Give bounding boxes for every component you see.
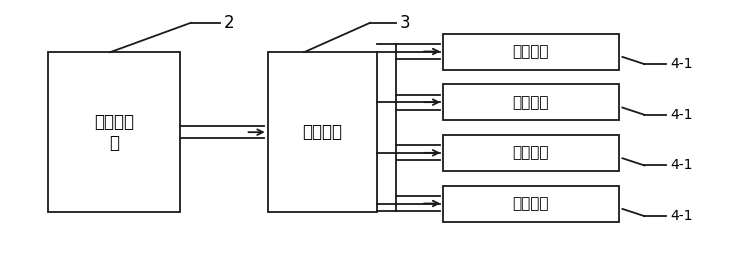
Bar xyxy=(443,135,619,171)
Text: 4-1: 4-1 xyxy=(670,158,693,172)
Text: 步进电机: 步进电机 xyxy=(513,145,549,160)
Text: 步进电机: 步进电机 xyxy=(513,95,549,110)
Bar xyxy=(443,84,619,120)
Bar xyxy=(443,34,619,70)
Text: 步进电机: 步进电机 xyxy=(513,196,549,211)
Bar xyxy=(268,52,377,212)
Text: 4-1: 4-1 xyxy=(670,108,693,122)
Text: 控制模块: 控制模块 xyxy=(303,123,343,141)
Text: 电子水平
仪: 电子水平 仪 xyxy=(94,113,134,152)
Text: 3: 3 xyxy=(400,14,410,32)
Bar xyxy=(443,186,619,221)
Text: 步进电机: 步进电机 xyxy=(513,44,549,59)
Bar xyxy=(48,52,180,212)
Text: 4-1: 4-1 xyxy=(670,57,693,71)
Text: 2: 2 xyxy=(223,14,235,32)
Text: 4-1: 4-1 xyxy=(670,209,693,223)
